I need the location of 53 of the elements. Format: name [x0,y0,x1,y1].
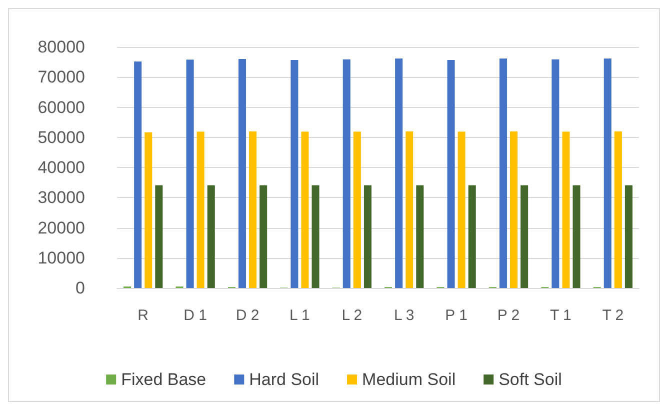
bar [416,185,424,288]
bar [364,185,372,288]
legend-label: Medium Soil [362,370,456,389]
y-tick-label: 10000 [38,248,85,268]
bar [562,132,570,288]
bar [572,185,580,288]
bar [395,58,403,288]
bar [406,131,414,288]
bar [520,185,528,288]
bar [238,59,246,288]
bar [468,185,476,288]
bar [604,58,612,288]
y-tick-label: 30000 [38,188,85,208]
bar [186,60,194,288]
bar [260,185,268,288]
y-tick-label: 50000 [38,128,85,147]
bar [301,132,309,288]
y-tick-label: 70000 [38,68,85,87]
x-tick-label: P 2 [497,307,520,324]
bar [447,60,455,288]
bar [458,132,466,288]
y-tick-label: 40000 [38,158,85,177]
x-tick-label: T 2 [602,307,624,324]
x-tick-label: D 1 [184,307,207,324]
bar [510,131,518,288]
x-tick-label: L 3 [394,307,414,324]
bar [249,131,257,288]
bar [155,185,163,288]
x-tick-label: D 2 [236,307,260,324]
x-tick-label: P 1 [445,307,468,324]
bar [290,60,298,288]
bar [312,185,320,288]
legend-label: Fixed Base [121,370,206,389]
y-tick-label: 80000 [38,38,85,56]
y-tick-label: 20000 [38,218,85,238]
bar [614,131,622,288]
bar [353,132,361,288]
bar [196,132,204,288]
bar [144,132,152,288]
bar [207,185,215,288]
bar [499,58,507,288]
y-tick-label: 0 [76,278,85,298]
x-tick-label: L 1 [290,307,310,324]
x-tick-label: L 2 [342,307,362,324]
bar [342,59,350,288]
legend-label: Soft Soil [498,370,562,389]
legend-label: Hard Soil [249,370,320,389]
bar [624,185,632,288]
y-tick-label: 60000 [38,98,85,117]
bar [552,59,560,288]
bar [134,61,142,288]
x-tick-label: T 1 [550,307,572,324]
x-tick-label: R [138,307,149,324]
